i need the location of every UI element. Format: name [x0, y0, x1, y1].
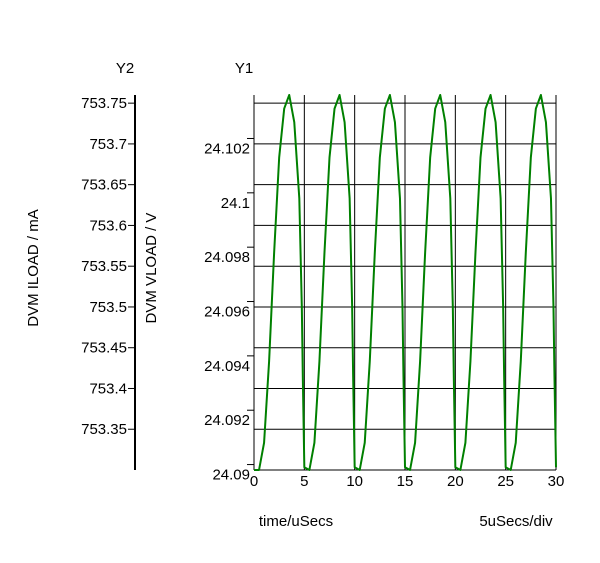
y2-axis-label: DVM ILOAD / mA: [25, 209, 42, 327]
y1-tick-label: 24.102: [204, 140, 250, 157]
y2-tick-label: 753.55: [81, 258, 127, 275]
y1-tick-label: 24.094: [204, 358, 250, 375]
y1-tick-label: 24.09: [212, 467, 250, 484]
x-axis-label: time/uSecs: [259, 513, 333, 530]
y1-tick-label: 24.092: [204, 412, 250, 429]
x-tick-label: 10: [346, 473, 363, 490]
x-tick-label: 20: [447, 473, 464, 490]
series-group: [253, 94, 557, 471]
x-tick-labels: 0 5 10 15 20 25 30: [250, 473, 565, 490]
y2-tick-labels: 753.75 753.7 753.65 753.6 753.55 753.5 753.45 7…: [81, 95, 135, 438]
grid-lines: [253, 95, 557, 470]
y1-tick-label: 24.098: [204, 249, 250, 266]
y1-axis-label: DVM VLOAD / V: [143, 213, 160, 324]
y1-tick-label: 24.096: [204, 304, 250, 321]
y2-tick-label: 753.6: [89, 217, 127, 234]
y1-axis-header: Y1: [235, 60, 253, 77]
y2-tick-label: 753.7: [89, 136, 127, 153]
y2-tick-label: 753.5: [89, 299, 127, 316]
x-tick-label: 5: [300, 473, 308, 490]
y2-tick-label: 753.35: [81, 421, 127, 438]
x-tick-label: 30: [548, 473, 565, 490]
y2-axis-header: Y2: [116, 60, 134, 77]
x-tick-label: 15: [397, 473, 414, 490]
y1-tick-label: 24.1: [221, 195, 250, 212]
x-tick-label: 0: [250, 473, 258, 490]
y1-tick-labels: 24.102 24.1 24.098 24.096 24.094 24.092 24.09: [204, 137, 254, 484]
y2-tick-label: 753.65: [81, 177, 127, 194]
x-tick-label: 25: [497, 473, 514, 490]
y2-tick-label: 753.45: [81, 340, 127, 357]
y2-tick-label: 753.4: [89, 380, 127, 397]
x-scale-note: 5uSecs/div: [479, 513, 553, 530]
y2-tick-label: 753.75: [81, 95, 127, 112]
